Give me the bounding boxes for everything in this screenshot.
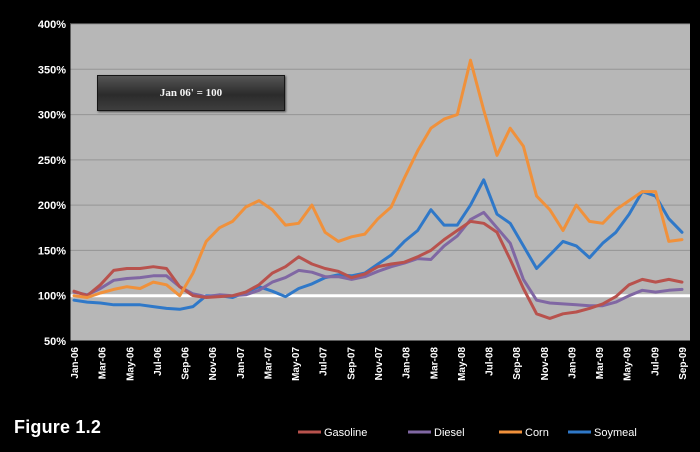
x-tick-label: Sep-06	[181, 347, 192, 380]
x-tick-label: Mar-07	[263, 347, 274, 380]
legend-label-diesel: Diesel	[434, 427, 465, 439]
legend-label-corn: Corn	[525, 427, 549, 439]
x-tick-label: Mar-06	[98, 347, 109, 380]
x-tick-label: Nov-07	[374, 347, 385, 381]
x-tick-label: May-08	[457, 347, 468, 381]
y-tick-label: 400%	[38, 19, 66, 31]
x-tick-label: Sep-07	[346, 347, 357, 380]
x-tick-label: Nov-06	[208, 347, 219, 381]
y-tick-label: 100%	[38, 291, 66, 303]
series-line-soymeal	[72, 178, 684, 311]
series-line-gasoline	[72, 219, 684, 320]
x-tick-label: May-09	[623, 347, 634, 381]
figure-label: Figure 1.2	[14, 417, 102, 437]
x-tick-label: May-06	[125, 347, 136, 381]
x-tick-label: Jul-09	[650, 347, 661, 376]
x-tick-label: Jul-07	[319, 347, 330, 376]
plot-area	[70, 24, 690, 341]
x-tick-label: Nov-08	[540, 347, 551, 381]
x-tick-label: Jan-06	[70, 347, 81, 379]
y-tick-label: 150%	[38, 245, 66, 257]
x-tick-label: Mar-09	[595, 347, 606, 380]
y-tick-label: 350%	[38, 64, 66, 76]
legend-label-soymeal: Soymeal	[594, 427, 637, 439]
y-tick-label: 50%	[44, 336, 66, 348]
y-tick-label: 200%	[38, 200, 66, 212]
x-tick-label: May-07	[291, 347, 302, 381]
x-tick-label: Jan-07	[236, 347, 247, 379]
x-tick-label: Jul-06	[153, 347, 164, 376]
legend-label-gasoline: Gasoline	[324, 427, 367, 439]
x-tick-label: Jan-09	[567, 347, 578, 379]
series-line-corn	[72, 58, 684, 299]
x-tick-label: Mar-08	[429, 347, 440, 380]
baseline-annotation: Jan 06' = 100	[97, 75, 285, 111]
x-tick-label: Sep-08	[512, 347, 523, 380]
x-tick-label: Jul-08	[485, 347, 496, 376]
y-tick-label: 250%	[38, 155, 66, 167]
x-tick-label: Sep-09	[678, 347, 689, 380]
y-tick-label: 300%	[38, 110, 66, 122]
x-tick-label: Jan-08	[402, 347, 413, 379]
